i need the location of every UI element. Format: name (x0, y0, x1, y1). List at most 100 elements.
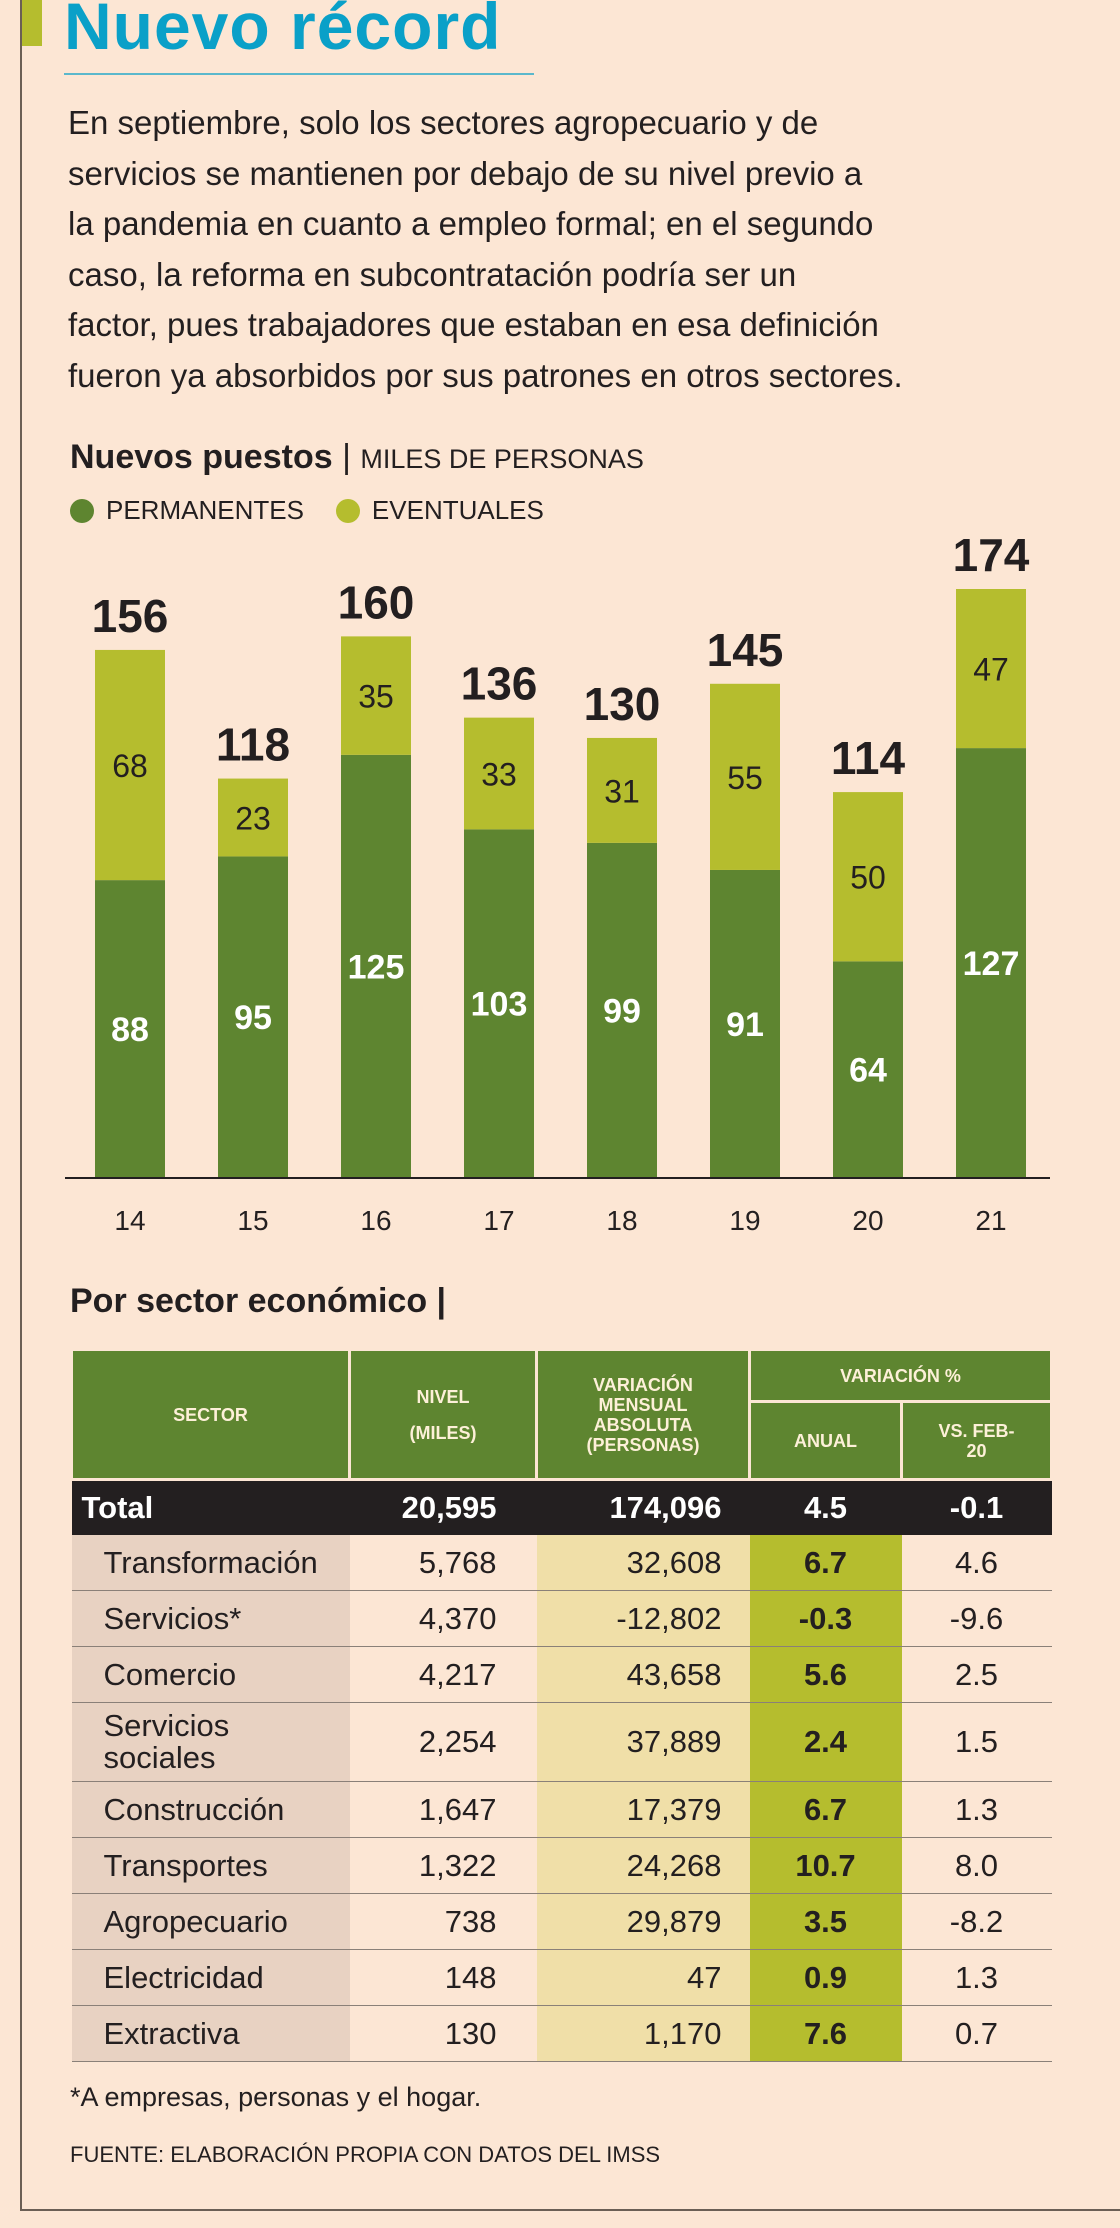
cell-anual: 3.5 (749, 1893, 902, 1950)
sector-table: SECTOR NIVEL (MILES) VARIACIÓN MENSUAL AB… (70, 1348, 1053, 2062)
table-row: Construcción 1,647 17,379 6.7 1.3 (71, 1781, 1052, 1838)
data-label-permanentes: 64 (849, 1052, 887, 1090)
data-label-total: 136 (461, 658, 538, 710)
cell-nivel: 4,217 (349, 1646, 537, 1703)
x-tick-label: 17 (483, 1205, 514, 1236)
bar-permanentes (833, 961, 903, 1178)
table-row: Comercio 4,217 43,658 5.6 2.5 (71, 1646, 1052, 1703)
x-tick-label: 18 (606, 1205, 637, 1236)
table-row: Transportes 1,322 24,268 10.7 8.0 (71, 1837, 1052, 1894)
data-label-permanentes: 88 (111, 1011, 149, 1049)
cell-mensual: 24,268 (536, 1837, 750, 1894)
intro-line: caso, la reforma en subcontratación podr… (68, 255, 797, 293)
title-divider (64, 73, 534, 75)
cell-feb: -0.1 (901, 1479, 1052, 1535)
cell-sector: Transportes (71, 1837, 350, 1894)
table-row: Servicios* 4,370 -12,802 -0.3 -9.6 (71, 1590, 1052, 1647)
cell-feb: 4.6 (901, 1535, 1052, 1591)
cell-sector: Servicios* (71, 1590, 350, 1647)
cell-anual: 6.7 (749, 1535, 902, 1591)
legend-swatch-eventuales (335, 498, 360, 523)
cell-feb: 1.5 (901, 1702, 1052, 1782)
cell-feb: 2.5 (901, 1646, 1052, 1703)
legend-label: EVENTUALES (371, 495, 544, 525)
data-label-total: 114 (831, 732, 906, 784)
data-label-eventuales: 33 (481, 756, 517, 792)
header-nivel-line: (MILES) (409, 1422, 477, 1443)
table-row: Extractiva 130 1,170 7.6 0.7 (71, 2005, 1052, 2062)
table-row: Electricidad 148 47 0.9 1.3 (71, 1949, 1052, 2006)
frame-line (20, 0, 22, 2210)
header-feb: VS. FEB-20 (900, 1400, 1053, 1481)
cell-anual: 0.9 (749, 1949, 902, 2006)
cell-anual: 4.5 (749, 1479, 902, 1535)
cell-mensual: 32,608 (536, 1535, 750, 1591)
chart-legend: PERMANENTES EVENTUALES (70, 495, 544, 526)
cell-sector: Servicios sociales (71, 1702, 350, 1782)
cell-sector: Electricidad (71, 1949, 350, 2006)
data-label-total: 174 (953, 529, 1030, 581)
table-row: Transformación 5,768 32,608 6.7 4.6 (71, 1535, 1052, 1591)
bar-chart: 88 68 156 14 95 23 118 15 125 35 160 16 103 33 136 17 99… (65, 529, 1050, 1236)
accent-block (22, 0, 42, 46)
bar-permanentes (95, 880, 165, 1178)
table-title: Por sector económico | (70, 1282, 447, 1320)
bar-eventuales (710, 683, 780, 870)
cell-mensual: 37,889 (536, 1702, 750, 1782)
cell-sector: Comercio (71, 1646, 350, 1703)
data-label-permanentes: 103 (471, 986, 528, 1024)
x-tick-label: 20 (852, 1205, 883, 1236)
x-tick-label: 16 (360, 1205, 391, 1236)
chart-title: Nuevos puestos | MILES DE PERSONAS (70, 438, 644, 476)
data-label-eventuales: 47 (973, 652, 1009, 688)
data-label-permanentes: 95 (234, 999, 272, 1037)
cell-mensual: 17,379 (536, 1781, 750, 1838)
header-mensual: VARIACIÓN MENSUAL ABSOLUTA (PERSONAS) (535, 1348, 751, 1481)
cell-feb: -8.2 (901, 1893, 1052, 1950)
data-label-permanentes: 125 (348, 948, 405, 986)
total-row: Total 20,595 174,096 4.5 -0.1 (71, 1479, 1052, 1535)
data-label-eventuales: 35 (358, 679, 394, 715)
cell-anual: 2.4 (749, 1702, 902, 1782)
cell-feb: 1.3 (901, 1949, 1052, 2006)
cell-sector: Construcción (71, 1781, 350, 1838)
data-label-total: 145 (707, 624, 784, 676)
x-tick-label: 15 (237, 1205, 268, 1236)
cell-sector: Extractiva (71, 2005, 350, 2062)
data-label-total: 160 (338, 576, 415, 628)
footnote: *A empresas, personas y el hogar. (70, 2082, 482, 2112)
table-title-text: Por sector económico (70, 1282, 428, 1320)
data-label-total: 156 (92, 590, 169, 642)
x-tick-label: 19 (729, 1205, 760, 1236)
x-tick-label: 14 (114, 1205, 145, 1236)
table-row: Servicios sociales 2,254 37,889 2.4 1.5 (71, 1702, 1052, 1782)
header-variacion: VARIACIÓN % (748, 1348, 1053, 1403)
intro-paragraph: En septiembre, solo los sectores agropec… (68, 98, 1108, 401)
bar-permanentes (587, 842, 657, 1178)
bar-eventuales (218, 778, 288, 857)
bar-eventuales (464, 717, 534, 830)
header-nivel-line: NIVEL (416, 1386, 470, 1407)
bar-eventuales (341, 636, 411, 755)
bar-permanentes (341, 754, 411, 1178)
bar-permanentes (956, 748, 1026, 1178)
cell-anual: 5.6 (749, 1646, 902, 1703)
cell-feb: -9.6 (901, 1590, 1052, 1647)
cell-sector: Agropecuario (71, 1893, 350, 1950)
cell-nivel: 4,370 (349, 1590, 537, 1647)
intro-line: la pandemia en cuanto a empleo formal; e… (68, 205, 874, 242)
data-label-permanentes: 99 (603, 992, 641, 1030)
data-label-eventuales: 55 (727, 760, 763, 796)
chart-unit: MILES DE PERSONAS (360, 444, 644, 474)
cell-sector: Total (71, 1479, 350, 1535)
header-sector: SECTOR (70, 1348, 351, 1481)
cell-feb: 1.3 (901, 1781, 1052, 1838)
chart-title-text: Nuevos puestos (70, 438, 333, 476)
frame-line (20, 2209, 1120, 2211)
cell-nivel: 148 (349, 1949, 537, 2006)
header-anual: ANUAL (748, 1400, 903, 1481)
data-label-permanentes: 127 (963, 945, 1020, 983)
intro-line: factor, pues trabajadores que estaban en… (68, 306, 879, 343)
cell-anual: -0.3 (749, 1590, 902, 1647)
